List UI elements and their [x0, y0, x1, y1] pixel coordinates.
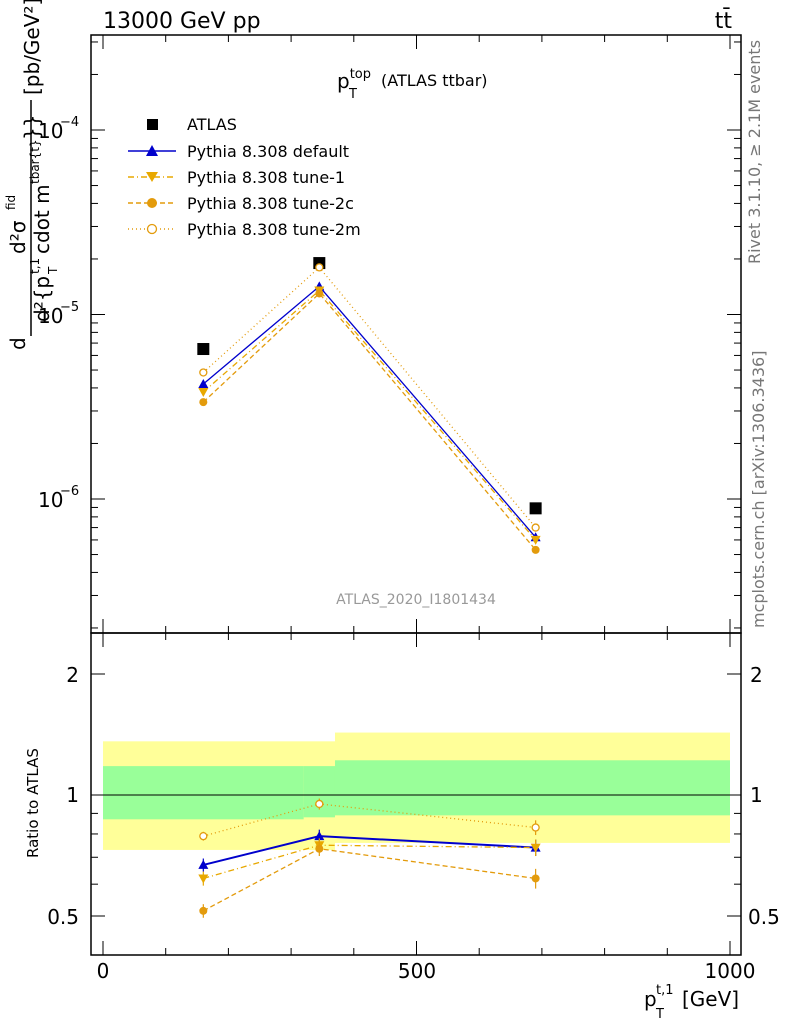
svg-text:10: 10	[38, 119, 63, 143]
svg-text:−6: −6	[60, 484, 79, 499]
main-title-suffix: (ATLAS ttbar)	[381, 71, 488, 90]
ratio-point-series-1-1	[314, 831, 325, 841]
legend-marker-default	[146, 145, 158, 156]
band-green-2	[334, 760, 730, 816]
ratio-point-series-4-1	[315, 799, 324, 809]
ratio-point-series-3-1	[315, 844, 324, 853]
x-axis-label: p T t,1 [GeV]	[644, 983, 739, 1022]
main-y-tick-label-0: 10 −4	[38, 115, 79, 143]
ratio-point-series-2-0	[198, 874, 209, 884]
svg-text:d: d	[6, 337, 30, 350]
x-tick-500: 500	[398, 959, 436, 983]
legend-marker-tune1	[146, 172, 158, 182]
svg-text:d²σ: d²σ	[6, 220, 30, 254]
legend-label-tune2m: Pythia 8.308 tune-2m	[187, 220, 361, 239]
main-series-lines	[202, 266, 537, 551]
main-y-tick-label-1: 10 −5	[38, 300, 79, 328]
band-green-0	[103, 766, 304, 820]
ratio-point-series-4-0	[199, 831, 208, 841]
svg-text:10: 10	[38, 304, 63, 328]
ratio-point-series-4-2	[531, 823, 540, 832]
ratio-point-series-3-2	[531, 874, 540, 883]
svg-text:T: T	[655, 1007, 664, 1022]
x-tick-1000: 1000	[705, 959, 756, 983]
analysis-watermark: ATLAS_2020_I1801434	[336, 592, 496, 608]
x-tick-0: 0	[97, 959, 110, 983]
legend-marker-tune2c	[147, 198, 157, 208]
svg-text:10: 10	[38, 488, 63, 512]
svg-text:−4: −4	[60, 115, 79, 130]
legend-label-tune1: Pythia 8.308 tune-1	[187, 168, 345, 187]
main-ylabel: d d²{p T t,1 cdot m tbar{t} }} [pb/GeV²]…	[4, 0, 60, 350]
ratio-series-markers	[198, 798, 541, 918]
axis-ticks	[91, 35, 741, 955]
main-point-series-3-0	[199, 398, 208, 407]
main-point-series-2-0	[198, 388, 209, 398]
ratio-point-series-2-2	[530, 843, 541, 853]
main-point-series-4-1	[315, 263, 324, 272]
legend-label-default: Pythia 8.308 default	[187, 142, 349, 161]
ratio-y-tick-05: 0.5	[47, 905, 79, 929]
svg-text:d²{p: d²{p	[30, 276, 54, 322]
mcplots-label: mcplots.cern.ch [arXiv:1306.3436]	[749, 351, 768, 628]
main-point-series-0-0	[197, 343, 210, 356]
svg-text:tbar{t}: tbar{t}	[28, 139, 42, 184]
svg-text:fid: fid	[4, 195, 18, 210]
main-point-series-4-0	[199, 368, 208, 377]
legend-marker-tune2m	[146, 223, 158, 235]
svg-text:t,1: t,1	[656, 983, 674, 998]
svg-text:}}: }}	[20, 115, 44, 140]
legend-label-tune2c: Pythia 8.308 tune-2c	[187, 194, 354, 213]
svg-text:p: p	[644, 987, 657, 1011]
main-point-series-2-2	[530, 535, 541, 545]
main-line-series-3	[202, 292, 537, 551]
ratio-y-tick-1: 1	[66, 783, 79, 807]
band-green-1	[303, 766, 335, 818]
main-point-series-0-2	[529, 502, 542, 515]
svg-text:cdot m: cdot m	[30, 184, 54, 254]
ratio-right-tick-05: 0.5	[748, 905, 780, 929]
svg-text:t,1: t,1	[28, 258, 42, 274]
legend-label-atlas: ATLAS	[187, 115, 237, 134]
rivet-label: Rivet 3.1.10, ≥ 2.1M events	[745, 40, 764, 264]
main-y-tick-label-2: 10 −6	[38, 484, 79, 512]
main-title-sub: T	[348, 87, 357, 102]
main-point-series-3-1	[315, 289, 324, 298]
main-point-series-4-2	[531, 523, 540, 532]
ratio-y-tick-2: 2	[66, 663, 79, 687]
main-series-markers	[197, 257, 542, 554]
ratio-line-series-3	[203, 848, 536, 912]
svg-text:[GeV]: [GeV]	[682, 987, 739, 1011]
main-line-series-2	[202, 289, 537, 541]
ratio-point-series-3-0	[199, 906, 208, 915]
ratio-line-series-2	[203, 844, 536, 880]
energy-label: 13000 GeV pp	[103, 9, 261, 34]
main-point-series-3-2	[531, 545, 540, 554]
svg-text:[pb/GeV²]: [pb/GeV²]	[20, 0, 44, 95]
legend: ATLAS Pythia 8.308 default Pythia 8.308 …	[128, 115, 361, 239]
process-label: tt̄	[715, 8, 733, 34]
legend-marker-atlas	[147, 119, 158, 130]
main-line-series-1	[202, 285, 537, 538]
svg-text:T: T	[46, 266, 60, 275]
ratio-right-tick-1: 1	[750, 783, 763, 807]
ratio-point-series-1-0	[198, 859, 209, 869]
svg-text:−5: −5	[60, 300, 79, 315]
ratio-ylabel: Ratio to ATLAS	[24, 748, 42, 858]
main-line-series-4	[202, 266, 537, 528]
main-title: ptop	[337, 67, 371, 93]
main-point-series-1-0	[198, 379, 209, 389]
ratio-right-tick-2: 2	[750, 663, 763, 687]
uncertainty-bands	[103, 732, 730, 850]
